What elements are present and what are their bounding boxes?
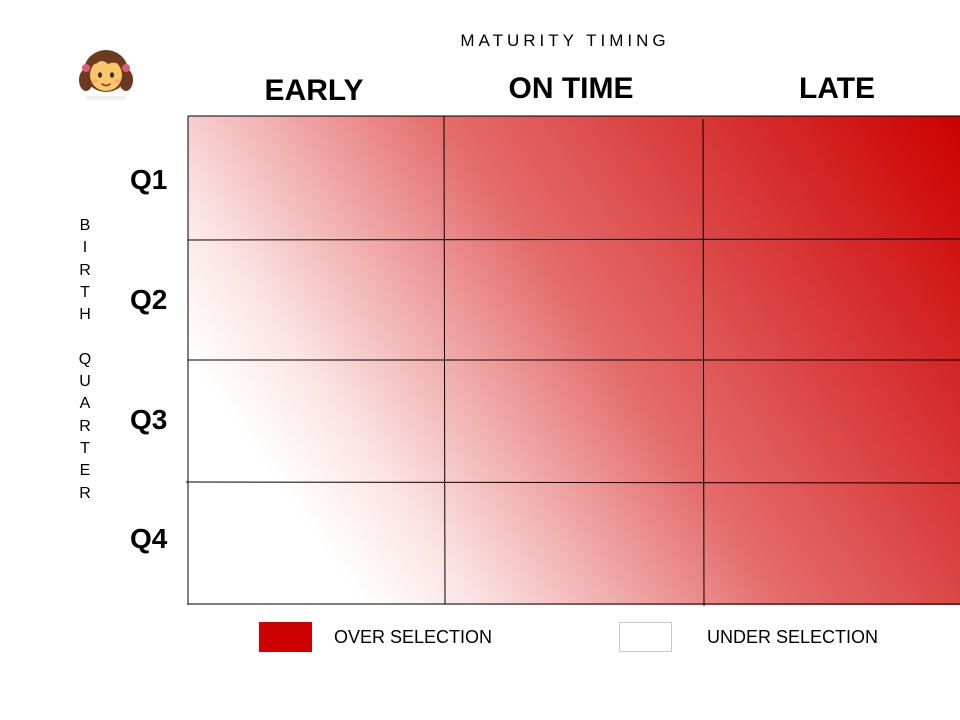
row-divider-1	[187, 238, 960, 241]
row-label-q4: Q4	[130, 523, 168, 554]
row-label-q3: Q3	[130, 404, 168, 435]
column-divider-2	[702, 118, 705, 607]
legend-under-selection-swatch	[619, 622, 672, 652]
matrix-gradient-fill	[188, 116, 960, 605]
column-divider-1	[443, 115, 446, 605]
legend-over-selection-label: OVER SELECTION	[334, 627, 493, 647]
row-label-q1: Q1	[130, 164, 168, 195]
maturity-timing-title: MATURITY TIMING	[460, 31, 670, 50]
column-header-on-time: ON TIME	[508, 72, 634, 105]
girl-emoji-icon	[79, 50, 133, 100]
row-label-q2: Q2	[130, 284, 168, 315]
legend-under-selection-label: UNDER SELECTION	[707, 627, 879, 647]
column-header-late: LATE	[798, 72, 876, 105]
column-header-early: EARLY	[264, 74, 364, 107]
birth-quarter-axis-label: B I R T H Q U A R T E R	[78, 217, 92, 502]
row-divider-3	[185, 481, 960, 484]
legend-over-selection-swatch	[259, 622, 312, 652]
